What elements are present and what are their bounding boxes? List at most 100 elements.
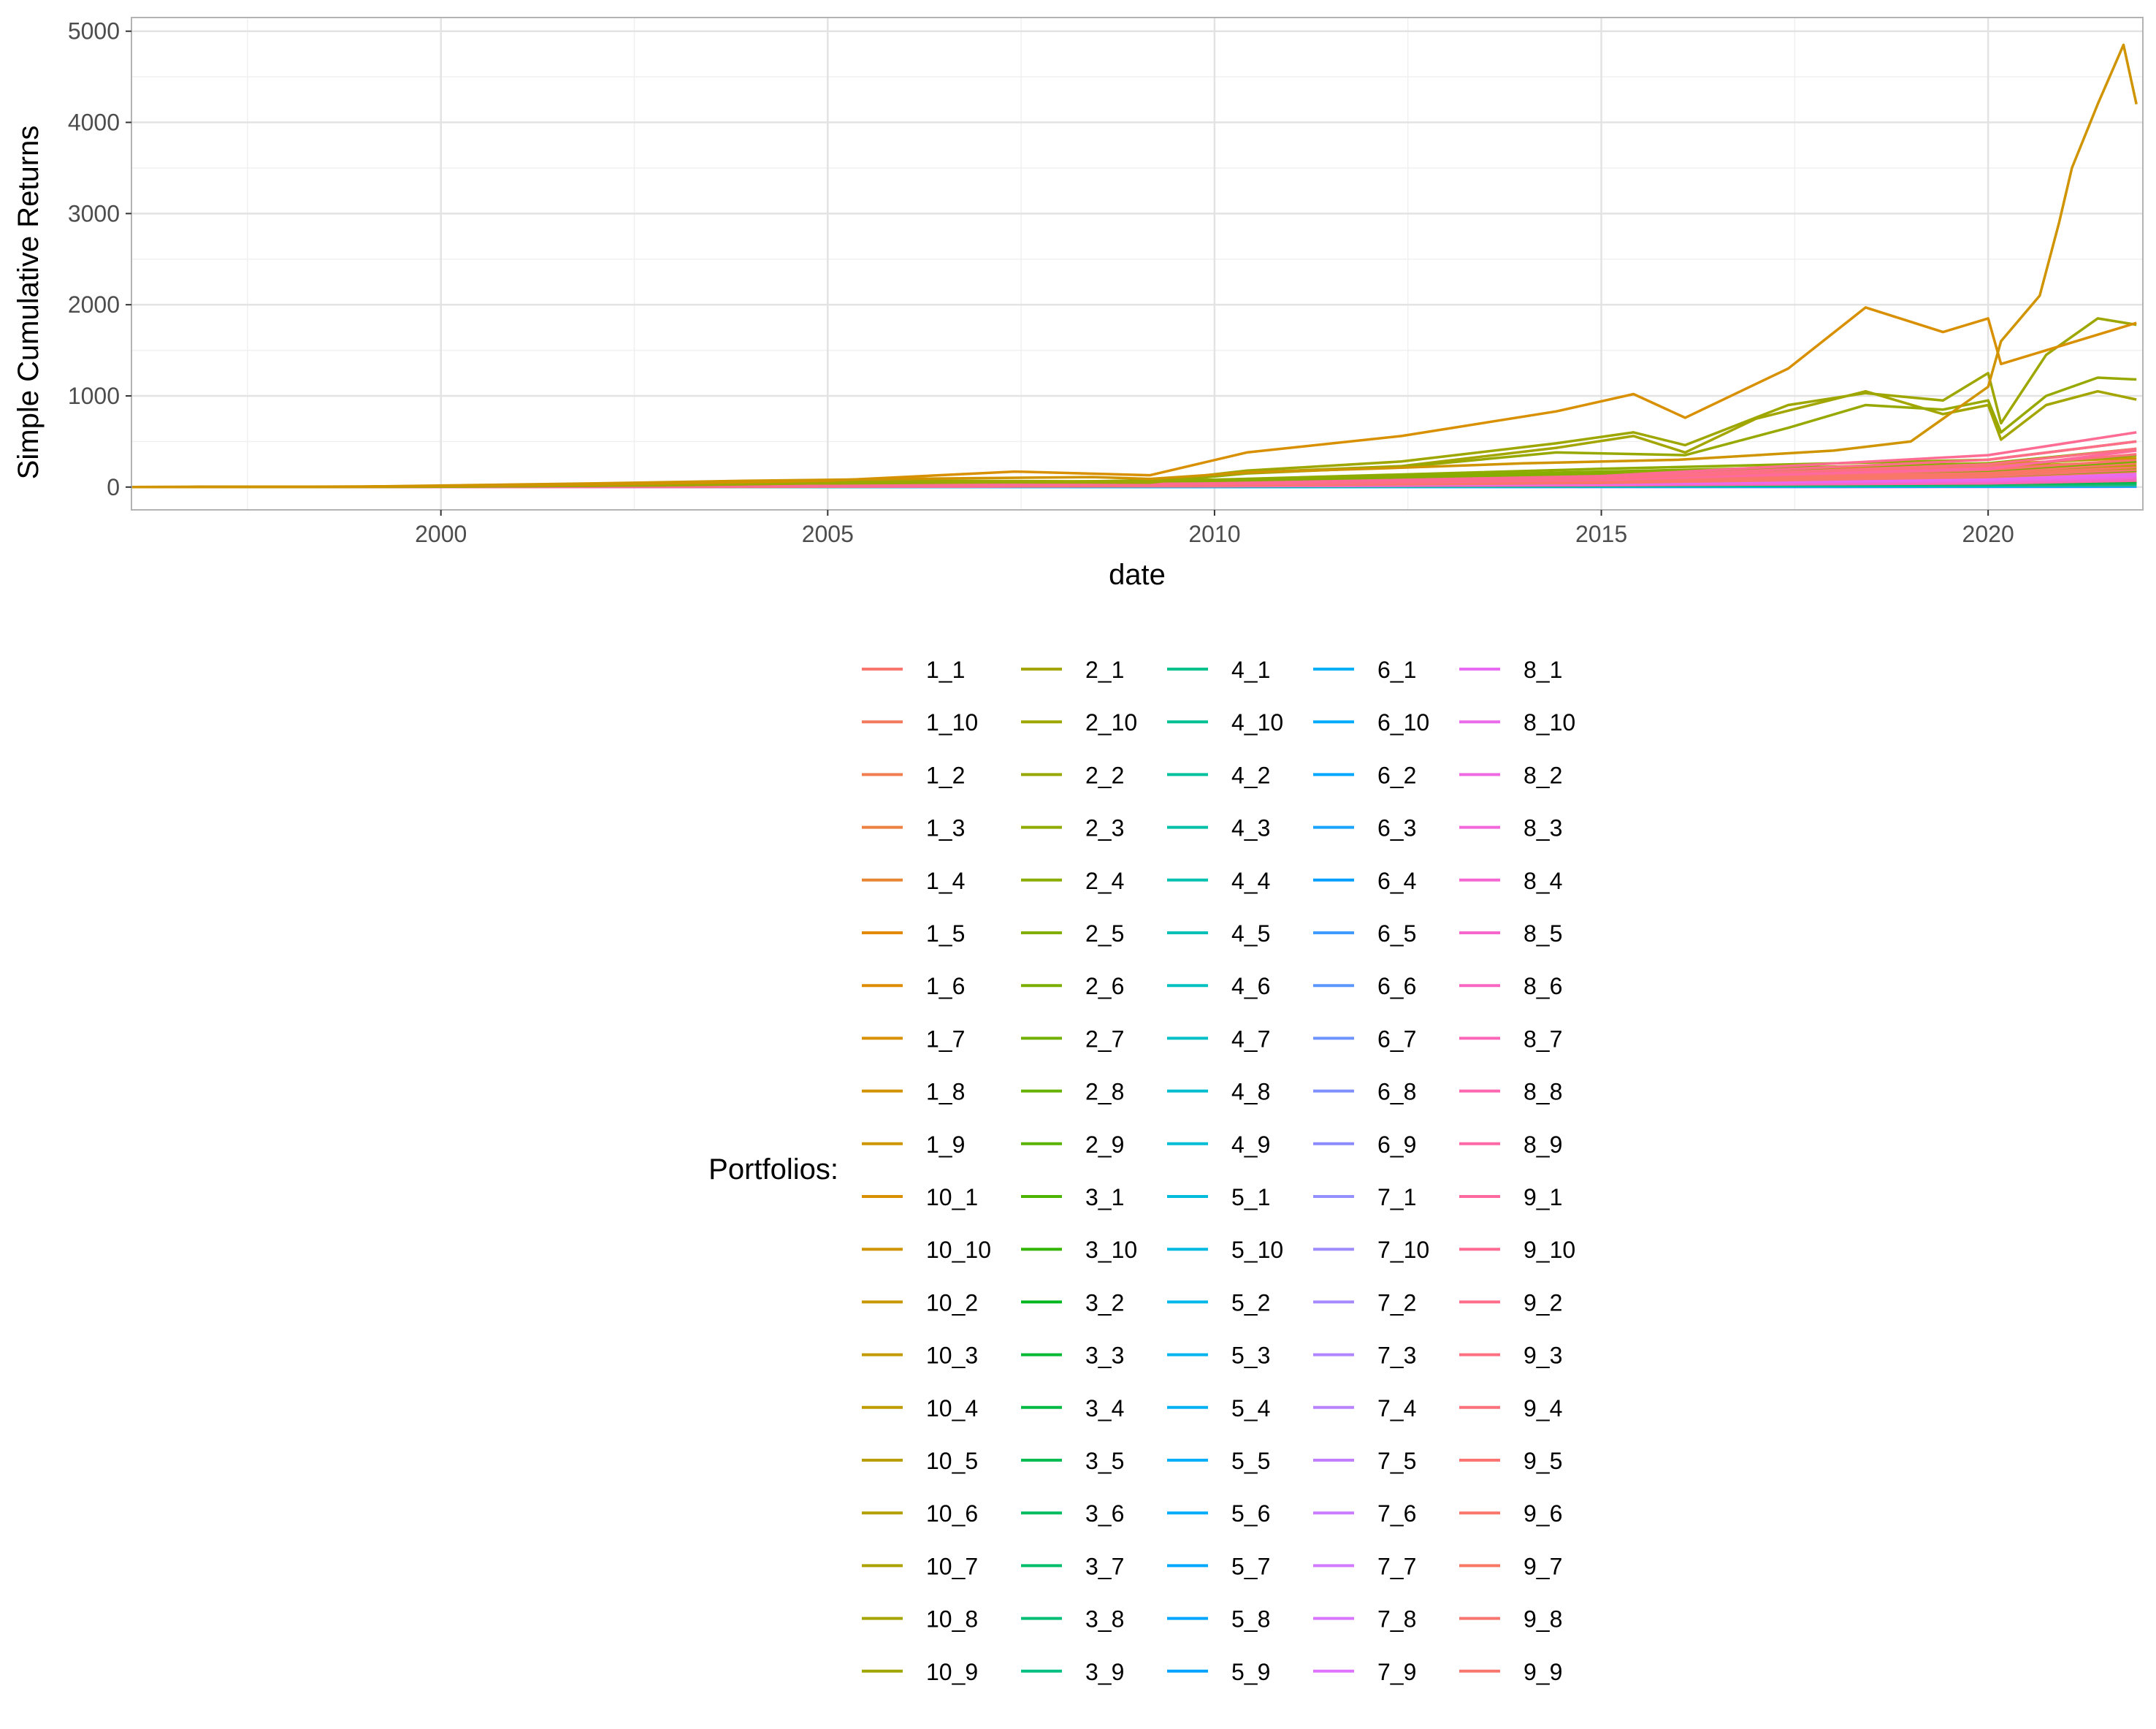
legend-label-10_7: 10_7 xyxy=(926,1553,978,1579)
y-tick-label: 5000 xyxy=(68,18,120,45)
legend-label-4_4: 4_4 xyxy=(1231,868,1270,894)
legend-label-2_3: 2_3 xyxy=(1085,815,1124,841)
legend-label-5_10: 5_10 xyxy=(1231,1237,1283,1263)
legend-label-9_4: 9_4 xyxy=(1524,1395,1562,1421)
legend-label-3_5: 3_5 xyxy=(1085,1448,1124,1474)
legend-label-1_2: 1_2 xyxy=(926,762,965,788)
x-axis-title: date xyxy=(1109,559,1166,591)
y-axis-title: Simple Cumulative Returns xyxy=(12,126,45,480)
legend-label-6_10: 6_10 xyxy=(1377,709,1429,736)
legend-label-2_6: 2_6 xyxy=(1085,973,1124,999)
legend-label-1_6: 1_6 xyxy=(926,973,965,999)
legend-label-9_9: 9_9 xyxy=(1524,1659,1562,1685)
legend-label-5_7: 5_7 xyxy=(1231,1553,1270,1579)
legend-label-4_9: 4_9 xyxy=(1231,1131,1270,1158)
legend-label-10_6: 10_6 xyxy=(926,1500,978,1527)
legend-label-3_10: 3_10 xyxy=(1085,1237,1137,1263)
legend-label-9_3: 9_3 xyxy=(1524,1343,1562,1369)
legend-label-4_3: 4_3 xyxy=(1231,815,1270,841)
legend-label-9_6: 9_6 xyxy=(1524,1500,1562,1527)
legend-label-10_2: 10_2 xyxy=(926,1289,978,1316)
legend-label-6_6: 6_6 xyxy=(1377,973,1416,999)
legend-label-7_8: 7_8 xyxy=(1377,1606,1416,1633)
legend-label-2_7: 2_7 xyxy=(1085,1026,1124,1052)
legend-label-3_9: 3_9 xyxy=(1085,1659,1124,1685)
legend-label-7_5: 7_5 xyxy=(1377,1448,1416,1474)
legend-label-8_6: 8_6 xyxy=(1524,973,1562,999)
legend-label-3_8: 3_8 xyxy=(1085,1606,1124,1633)
legend-label-8_4: 8_4 xyxy=(1524,868,1562,894)
x-tick-label: 2010 xyxy=(1188,521,1240,547)
legend-label-5_5: 5_5 xyxy=(1231,1448,1270,1474)
legend-label-5_3: 5_3 xyxy=(1231,1343,1270,1369)
legend-label-9_5: 9_5 xyxy=(1524,1448,1562,1474)
legend-label-1_3: 1_3 xyxy=(926,815,965,841)
legend-label-4_10: 4_10 xyxy=(1231,709,1283,736)
legend-label-8_5: 8_5 xyxy=(1524,920,1562,947)
y-tick-label: 4000 xyxy=(68,110,120,136)
legend-label-3_3: 3_3 xyxy=(1085,1343,1124,1369)
legend-label-4_7: 4_7 xyxy=(1231,1026,1270,1052)
legend-label-10_9: 10_9 xyxy=(926,1659,978,1685)
legend-label-2_8: 2_8 xyxy=(1085,1079,1124,1105)
legend-label-5_8: 5_8 xyxy=(1231,1606,1270,1633)
legend-label-7_9: 7_9 xyxy=(1377,1659,1416,1685)
legend-label-1_5: 1_5 xyxy=(926,920,965,947)
legend-label-2_5: 2_5 xyxy=(1085,920,1124,947)
legend-label-10_5: 10_5 xyxy=(926,1448,978,1474)
legend-label-2_1: 2_1 xyxy=(1085,657,1124,683)
x-tick-label: 2015 xyxy=(1575,521,1627,547)
y-tick-label: 1000 xyxy=(68,383,120,409)
legend-label-4_6: 4_6 xyxy=(1231,973,1270,999)
legend-label-5_1: 5_1 xyxy=(1231,1184,1270,1210)
legend-label-7_4: 7_4 xyxy=(1377,1395,1416,1421)
legend-label-8_2: 8_2 xyxy=(1524,762,1562,788)
legend-label-10_3: 10_3 xyxy=(926,1343,978,1369)
legend-label-10_10: 10_10 xyxy=(926,1237,991,1263)
legend-label-1_9: 1_9 xyxy=(926,1131,965,1158)
legend-label-6_5: 6_5 xyxy=(1377,920,1416,947)
legend-label-7_2: 7_2 xyxy=(1377,1289,1416,1316)
legend-label-10_8: 10_8 xyxy=(926,1606,978,1633)
legend-label-6_4: 6_4 xyxy=(1377,868,1416,894)
legend-label-8_1: 8_1 xyxy=(1524,657,1562,683)
legend-label-5_6: 5_6 xyxy=(1231,1500,1270,1527)
legend-label-7_10: 7_10 xyxy=(1377,1237,1429,1263)
legend-label-6_8: 6_8 xyxy=(1377,1079,1416,1105)
y-tick-label: 3000 xyxy=(68,200,120,226)
legend-label-6_2: 6_2 xyxy=(1377,762,1416,788)
legend-label-8_7: 8_7 xyxy=(1524,1026,1562,1052)
legend-label-4_5: 4_5 xyxy=(1231,920,1270,947)
legend-label-1_8: 1_8 xyxy=(926,1079,965,1105)
legend-label-5_9: 5_9 xyxy=(1231,1659,1270,1685)
legend-label-3_2: 3_2 xyxy=(1085,1289,1124,1316)
legend-label-6_9: 6_9 xyxy=(1377,1131,1416,1158)
legend-label-7_3: 7_3 xyxy=(1377,1343,1416,1369)
x-tick-label: 2005 xyxy=(802,521,854,547)
legend-label-1_7: 1_7 xyxy=(926,1026,965,1052)
legend-label-4_8: 4_8 xyxy=(1231,1079,1270,1105)
legend-label-7_6: 7_6 xyxy=(1377,1500,1416,1527)
legend-label-1_10: 1_10 xyxy=(926,709,978,736)
x-tick-label: 2020 xyxy=(1962,521,2014,547)
legend-label-2_10: 2_10 xyxy=(1085,709,1137,736)
legend-label-9_7: 9_7 xyxy=(1524,1553,1562,1579)
legend-label-10_1: 10_1 xyxy=(926,1184,978,1210)
legend-label-8_10: 8_10 xyxy=(1524,709,1575,736)
legend-label-3_1: 3_1 xyxy=(1085,1184,1124,1210)
legend-label-5_2: 5_2 xyxy=(1231,1289,1270,1316)
legend-label-6_1: 6_1 xyxy=(1377,657,1416,683)
legend-label-7_1: 7_1 xyxy=(1377,1184,1416,1210)
legend-label-2_4: 2_4 xyxy=(1085,868,1124,894)
legend-label-7_7: 7_7 xyxy=(1377,1553,1416,1579)
y-tick-label: 2000 xyxy=(68,291,120,318)
legend-label-3_4: 3_4 xyxy=(1085,1395,1124,1421)
legend-title: Portfolios: xyxy=(708,1153,838,1186)
legend-label-9_2: 9_2 xyxy=(1524,1289,1562,1316)
legend-label-4_1: 4_1 xyxy=(1231,657,1270,683)
legend-label-3_7: 3_7 xyxy=(1085,1553,1124,1579)
legend-label-2_9: 2_9 xyxy=(1085,1131,1124,1158)
legend-label-8_9: 8_9 xyxy=(1524,1131,1562,1158)
